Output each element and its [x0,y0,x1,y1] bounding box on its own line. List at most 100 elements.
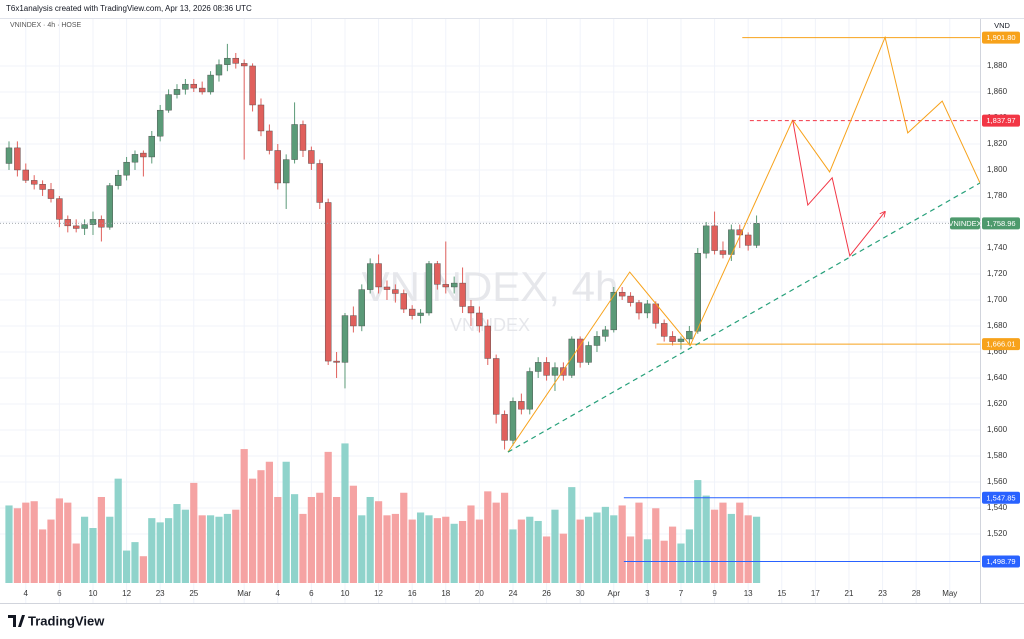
watermark-sub: VNINDEX [450,315,530,335]
candle-body [72,225,80,229]
volume-bar [576,519,584,583]
x-tick-label: 10 [341,589,350,598]
volume-bar [190,482,198,583]
candle-body [644,303,651,314]
volume-bar [383,515,391,583]
candle-body [618,291,626,297]
candle-body [358,289,365,327]
candle-body [249,65,256,106]
candle-body [602,329,609,337]
volume-bar [727,513,735,583]
candle-body [509,401,517,441]
candle-body [392,289,399,294]
volume-bar [408,519,416,583]
drawing [792,119,885,257]
y-tick-label: 1,880 [987,61,1008,70]
volume-bar [131,542,139,583]
x-tick-label: May [942,589,957,598]
level-badge [982,114,1020,127]
volume-bar [232,509,240,583]
candle-body [593,336,601,346]
x-tick-label: 15 [777,589,786,598]
candle-body [274,150,281,184]
y-tick-label: 1,540 [987,503,1008,512]
level-label: 1,666.01 [986,340,1015,349]
volume-bar [509,529,517,583]
candle-body [131,154,139,163]
candle-body [736,229,743,236]
volume-bar [500,492,509,583]
volume-bar [282,461,290,583]
volume-bar [206,515,215,583]
volume-bar [13,508,21,583]
volume-bar [164,518,173,583]
candle-body [173,89,181,95]
volume-bar [257,470,265,583]
x-tick-label: 10 [89,589,98,598]
candle-body [350,315,357,327]
volume-bar [475,519,483,583]
volume-bar [425,515,433,583]
candle-body [182,83,189,90]
volume-bar [80,516,89,583]
last-price-badge [982,217,1020,230]
volume-bar [198,515,206,583]
x-tick-label: 4 [24,589,29,598]
x-tick-label: 28 [912,589,921,598]
x-tick-label: 25 [189,589,198,598]
candle-body [551,367,559,376]
volume-bar [114,478,122,583]
x-tick-label: Apr [608,589,621,598]
candle-body [711,225,718,251]
volume-bar [122,550,131,583]
volume-bar [400,492,408,583]
candle-body [22,169,29,181]
x-tick-label: 4 [276,589,281,598]
currency: VND [994,21,1010,30]
x-tick-label: Mar [237,589,251,598]
candle-body [366,263,374,290]
volume-bar [694,480,702,583]
candle-body [39,184,46,190]
candle-body [610,291,617,331]
volume-bar [492,502,500,583]
plot-area [0,35,980,583]
x-tick-label: 30 [576,589,585,598]
candle-body [240,63,248,67]
volume-bar [156,522,164,583]
volume-bar [374,501,383,583]
volume-bar [358,515,366,583]
x-tick-label: 23 [156,589,165,598]
candle-body [459,282,466,307]
volume-bar [610,515,618,583]
level-badge [982,491,1020,504]
volume-bar [719,502,727,583]
candle-body [81,224,88,229]
volume-bar [30,501,38,583]
level-badge [982,555,1020,568]
volume-bar [517,519,525,583]
volume-bar [349,485,357,583]
volume-bar [635,502,643,583]
x-tick-label: 20 [475,589,484,598]
candle-body [98,219,105,228]
symbol-badge-label: VNINDEX [948,219,981,228]
candle-body [316,163,323,203]
logo: TradingView [8,613,105,628]
volume-bar [534,520,542,583]
x-tick-label: 26 [542,589,551,598]
y-tick-label: 1,780 [987,191,1008,200]
candle-body [207,74,214,93]
volume-bar [265,461,273,583]
y-tick-label: 1,620 [987,399,1008,408]
candle-body [450,282,458,288]
y-tick-label: 1,680 [987,321,1008,330]
candle-body [215,64,223,76]
candle-body [123,161,130,176]
candle-body [534,362,542,372]
volume-bar [559,533,567,583]
volume-bar [139,556,147,583]
volume-bar [72,543,80,583]
header: T6x1analysis created with TradingView.co… [6,4,252,13]
